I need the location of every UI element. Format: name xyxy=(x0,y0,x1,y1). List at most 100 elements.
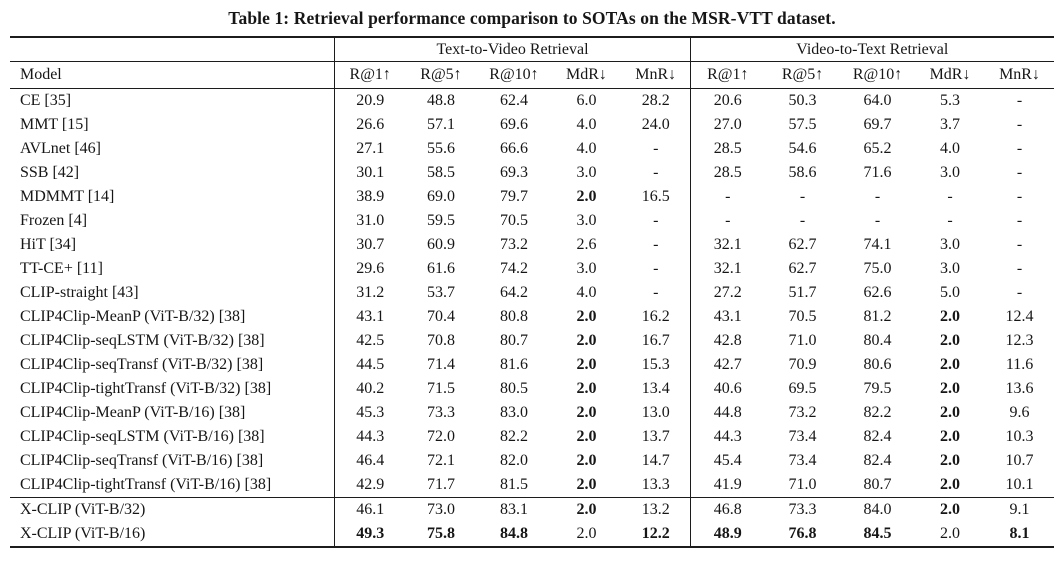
column-header-row: Model R@1↑ R@5↑ R@10↑ MdR↓ MnR↓ R@1↑ R@5… xyxy=(9,61,1055,89)
model-name: CE [35] xyxy=(19,92,72,109)
model-name: CLIP-straight [43] xyxy=(19,284,139,301)
metric-value: 20.9 xyxy=(334,88,405,113)
model-name: CLIP4Clip-seqTransf (ViT-B/16) [38] xyxy=(19,452,264,469)
metric-value: 75.0 xyxy=(863,260,892,277)
metric-value: 28.2 xyxy=(641,92,670,109)
metric-value: - xyxy=(653,236,659,253)
metric-value: 4.0 xyxy=(576,140,597,157)
metric-value: 40.2 xyxy=(334,377,405,401)
metric-value: 69.5 xyxy=(788,380,817,397)
metric-value: 46.1 xyxy=(334,497,405,522)
metric-value: - xyxy=(689,209,766,233)
metric-value: - xyxy=(1016,164,1023,181)
metric-value: - xyxy=(1016,236,1023,253)
metric-value: 2.0 xyxy=(576,452,597,469)
metric-value: 8.1 xyxy=(1009,525,1030,542)
metric-value: - xyxy=(1016,188,1023,205)
metric-value: 38.9 xyxy=(334,185,405,209)
metric-value: 70.5 xyxy=(788,308,817,325)
metric-value: 61.6 xyxy=(426,260,455,277)
table-body: CE [35] 20.9 48.8 62.4 6.0 28.2 20.6 50.3 64.0 5.… xyxy=(9,88,1055,547)
metric-value: 80.5 xyxy=(499,380,528,397)
metric-value: 84.5 xyxy=(863,525,892,542)
metric-value: 31.0 xyxy=(334,209,405,233)
metric-value: - xyxy=(1016,212,1023,229)
metric-value: 2.0 xyxy=(940,332,961,349)
metric-value: 71.0 xyxy=(788,332,817,349)
metric-value: 45.3 xyxy=(334,401,405,425)
metric-value: 2.0 xyxy=(940,308,961,325)
metric-value: 73.2 xyxy=(499,236,528,253)
metric-value: 3.7 xyxy=(940,116,961,133)
metric-value: 74.2 xyxy=(499,260,528,277)
metric-value: 83.0 xyxy=(499,404,528,421)
metric-value: 73.2 xyxy=(788,404,817,421)
metric-value: 16.7 xyxy=(641,332,670,349)
metric-value: 80.4 xyxy=(863,332,892,349)
metric-value: 30.1 xyxy=(334,161,405,185)
metric-value: 82.4 xyxy=(863,452,892,469)
model-name: MDMMT [14] xyxy=(19,188,115,205)
metric-value: 44.3 xyxy=(334,425,405,449)
metric-value: - xyxy=(874,188,881,205)
metric-value: 81.5 xyxy=(499,476,528,493)
metric-value: 64.0 xyxy=(863,92,892,109)
metric-value: 60.9 xyxy=(426,236,455,253)
metric-value: - xyxy=(653,140,659,157)
metric-value: 2.0 xyxy=(940,356,961,373)
metric-value: 3.0 xyxy=(940,260,961,277)
group-header-spacer xyxy=(9,37,335,62)
metric-value: 2.0 xyxy=(915,497,986,522)
metric-value: 58.6 xyxy=(788,164,817,181)
metric-value: 12.2 xyxy=(641,525,670,542)
column-header-v2t-r10: R@10↑ xyxy=(840,61,916,89)
metric-value: 62.4 xyxy=(499,92,528,109)
table-row: CLIP4Clip-MeanP (ViT-B/32) [38] 43.1 70.4 8… xyxy=(10,305,1054,329)
model-name: CLIP4Clip-seqLSTM (ViT-B/32) [38] xyxy=(19,332,265,349)
table-row: X-CLIP (ViT-B/16) 49.3 75.8 84.8 2.0 12.2 48.9… xyxy=(10,522,1054,547)
metric-value: 15.3 xyxy=(641,356,670,373)
metric-value: 31.2 xyxy=(334,281,405,305)
table-row: CLIP4Clip-seqTransf (ViT-B/32) [38] 44.5 7… xyxy=(10,353,1054,377)
metric-value: 6.0 xyxy=(576,92,597,109)
metric-value: 13.6 xyxy=(1005,380,1034,397)
metric-value: 13.0 xyxy=(641,404,670,421)
metric-value: 74.1 xyxy=(863,236,892,253)
metric-value: 44.8 xyxy=(689,401,766,425)
metric-value: 54.6 xyxy=(788,140,817,157)
metric-value: 73.3 xyxy=(765,497,841,522)
metric-value: 69.3 xyxy=(499,164,528,181)
metric-value: 65.2 xyxy=(863,140,892,157)
model-name: CLIP4Clip-MeanP (ViT-B/32) [38] xyxy=(19,308,246,325)
metric-value: 71.7 xyxy=(426,476,455,493)
metric-value: 14.7 xyxy=(641,452,670,469)
metric-value: 9.6 xyxy=(1009,404,1030,421)
metric-value: 30.7 xyxy=(334,233,405,257)
table-row: TT-CE+ [11] 29.6 61.6 74.2 3.0 - 32.1 62.7 75.0 3… xyxy=(10,257,1054,281)
metric-value: 4.0 xyxy=(940,140,961,157)
metric-value: 2.0 xyxy=(576,428,597,445)
metric-value: 58.5 xyxy=(426,164,455,181)
table-row: SSB [42] 30.1 58.5 69.3 3.0 - 28.5 58.6 71.6 3.0 - xyxy=(10,161,1054,185)
metric-value: - xyxy=(1016,260,1023,277)
model-name: TT-CE+ [11] xyxy=(19,260,103,277)
results-table: Text-to-Video Retrieval Video-to-Text Re… xyxy=(9,36,1055,548)
metric-value: 42.8 xyxy=(689,329,766,353)
metric-value: 53.7 xyxy=(426,284,455,301)
metric-value: 3.0 xyxy=(576,212,597,229)
metric-value: 3.0 xyxy=(576,164,597,181)
metric-value: 2.0 xyxy=(940,404,961,421)
metric-value: - xyxy=(653,260,659,277)
metric-value: 29.6 xyxy=(334,257,405,281)
metric-value: 82.4 xyxy=(863,428,892,445)
metric-value: 2.6 xyxy=(576,236,597,253)
metric-value: 28.5 xyxy=(689,161,766,185)
metric-value: 27.1 xyxy=(334,137,405,161)
metric-value: 4.0 xyxy=(576,116,597,133)
model-name: Frozen [4] xyxy=(19,212,88,229)
metric-value: 16.5 xyxy=(641,188,670,205)
metric-value: 46.4 xyxy=(334,449,405,473)
metric-value: - xyxy=(689,185,766,209)
metric-value: 81.6 xyxy=(499,356,528,373)
table-row: CLIP4Clip-tightTransf (ViT-B/16) [38] 42.… xyxy=(10,473,1054,498)
